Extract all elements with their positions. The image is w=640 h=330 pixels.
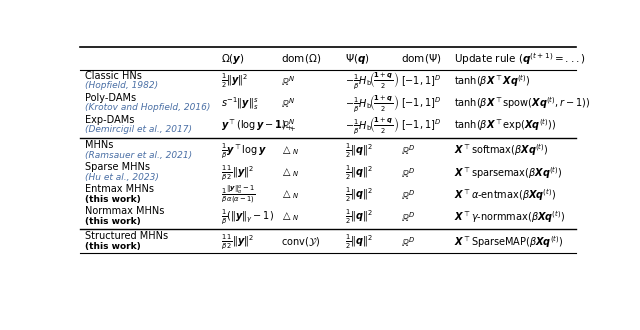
Text: $\boldsymbol{X}^\top\mathrm{softmax}(\beta\boldsymbol{X}\boldsymbol{q}^{(t)})$: $\boldsymbol{X}^\top\mathrm{softmax}(\be… <box>454 143 549 158</box>
Text: $\frac{1}{\beta}\frac{1}{2}\|\boldsymbol{y}\|^2$: $\frac{1}{\beta}\frac{1}{2}\|\boldsymbol… <box>221 163 254 182</box>
Text: $\Psi(\boldsymbol{q})$: $\Psi(\boldsymbol{q})$ <box>346 52 370 66</box>
Text: $\boldsymbol{X}^\top\alpha\text{-entmax}(\beta\boldsymbol{X}\boldsymbol{q}^{(t)}: $\boldsymbol{X}^\top\alpha\text{-entmax}… <box>454 187 557 203</box>
Text: Normmax MHNs: Normmax MHNs <box>85 206 164 216</box>
Text: $\mathbb{R}^N$: $\mathbb{R}^N$ <box>281 96 295 110</box>
Text: $-\frac{1}{\beta}H_{\mathrm{b}}\!\left(\frac{\mathbf{1}+\boldsymbol{q}}{2}\right: $-\frac{1}{\beta}H_{\mathrm{b}}\!\left(\… <box>346 115 399 136</box>
Text: $\frac{1}{\beta}\frac{\|\boldsymbol{y}\|_\alpha^\alpha-1}{\alpha(\alpha-1)}$: $\frac{1}{\beta}\frac{\|\boldsymbol{y}\|… <box>221 183 257 206</box>
Text: $[-1,1]^D$: $[-1,1]^D$ <box>401 117 442 133</box>
Text: $\boldsymbol{X}^\top\mathrm{SparseMAP}(\beta\boldsymbol{X}\boldsymbol{q}^{(t)})$: $\boldsymbol{X}^\top\mathrm{SparseMAP}(\… <box>454 234 564 250</box>
Text: $\mathbb{R}^D$: $\mathbb{R}^D$ <box>401 188 415 202</box>
Text: $s^{-1}\|\boldsymbol{y}\|_s^s$: $s^{-1}\|\boldsymbol{y}\|_s^s$ <box>221 95 259 112</box>
Text: $\boldsymbol{y}^\top(\log\boldsymbol{y}-\mathbf{1})_+$: $\boldsymbol{y}^\top(\log\boldsymbol{y}-… <box>221 118 294 133</box>
Text: $\boldsymbol{X}^\top\mathrm{sparsemax}(\beta\boldsymbol{X}\boldsymbol{q}^{(t)})$: $\boldsymbol{X}^\top\mathrm{sparsemax}(\… <box>454 165 563 181</box>
Text: $\mathrm{conv}(\mathcal{Y})$: $\mathrm{conv}(\mathcal{Y})$ <box>281 236 320 248</box>
Text: $\mathbb{R}_+^N$: $\mathbb{R}_+^N$ <box>281 117 296 134</box>
Text: $\tanh(\beta\boldsymbol{X}^\top\exp(\boldsymbol{X}\boldsymbol{q}^{(t)}))$: $\tanh(\beta\boldsymbol{X}^\top\exp(\bol… <box>454 117 557 133</box>
Text: $\boldsymbol{X}^\top\gamma\text{-normmax}(\beta\boldsymbol{X}\boldsymbol{q}^{(t): $\boldsymbol{X}^\top\gamma\text{-normmax… <box>454 209 566 225</box>
Text: (this work): (this work) <box>85 195 141 204</box>
Text: $\frac{1}{\beta}(\|\boldsymbol{y}\|_\gamma-1)$: $\frac{1}{\beta}(\|\boldsymbol{y}\|_\gam… <box>221 208 275 226</box>
Text: $\tanh(\beta\boldsymbol{X}^\top\boldsymbol{X}\boldsymbol{q}^{(t)})$: $\tanh(\beta\boldsymbol{X}^\top\boldsymb… <box>454 73 531 89</box>
Text: dom$(\Psi)$: dom$(\Psi)$ <box>401 52 442 65</box>
Text: (Ramsauer et al., 2021): (Ramsauer et al., 2021) <box>85 150 192 160</box>
Text: $\tanh(\beta\boldsymbol{X}^\top\mathrm{spow}(\boldsymbol{X}\boldsymbol{q}^{(t)},: $\tanh(\beta\boldsymbol{X}^\top\mathrm{s… <box>454 95 591 111</box>
Text: $\triangle_N$: $\triangle_N$ <box>281 144 299 157</box>
Text: Exp-DAMs: Exp-DAMs <box>85 115 134 125</box>
Text: Sparse MHNs: Sparse MHNs <box>85 162 150 172</box>
Text: $\frac{1}{2}\|\boldsymbol{q}\|^2$: $\frac{1}{2}\|\boldsymbol{q}\|^2$ <box>346 233 373 251</box>
Text: $\mathbb{R}^D$: $\mathbb{R}^D$ <box>401 210 415 224</box>
Text: (this work): (this work) <box>85 217 141 226</box>
Text: dom$(\Omega)$: dom$(\Omega)$ <box>281 52 321 65</box>
Text: $\frac{1}{2}\|\boldsymbol{q}\|^2$: $\frac{1}{2}\|\boldsymbol{q}\|^2$ <box>346 141 373 160</box>
Text: $\triangle_N$: $\triangle_N$ <box>281 166 299 179</box>
Text: (Demircigil et al., 2017): (Demircigil et al., 2017) <box>85 125 192 134</box>
Text: Update rule $(\boldsymbol{q}^{(t+1)}=...)$: Update rule $(\boldsymbol{q}^{(t+1)}=...… <box>454 51 586 67</box>
Text: Entmax MHNs: Entmax MHNs <box>85 184 154 194</box>
Text: $\triangle_N$: $\triangle_N$ <box>281 211 299 223</box>
Text: $\Omega(\boldsymbol{y})$: $\Omega(\boldsymbol{y})$ <box>221 52 245 66</box>
Text: $\frac{1}{2}\|\boldsymbol{q}\|^2$: $\frac{1}{2}\|\boldsymbol{q}\|^2$ <box>346 185 373 204</box>
Text: $[-1,1]^D$: $[-1,1]^D$ <box>401 95 442 111</box>
Text: $\triangle_N$: $\triangle_N$ <box>281 188 299 201</box>
Text: $\frac{1}{\beta}\boldsymbol{y}^\top\log\boldsymbol{y}$: $\frac{1}{\beta}\boldsymbol{y}^\top\log\… <box>221 141 268 160</box>
Text: $[-1,1]^D$: $[-1,1]^D$ <box>401 73 442 89</box>
Text: Classic HNs: Classic HNs <box>85 71 142 81</box>
Text: Structured MHNs: Structured MHNs <box>85 231 168 242</box>
Text: $\mathbb{R}^D$: $\mathbb{R}^D$ <box>401 166 415 180</box>
Text: (Hopfield, 1982): (Hopfield, 1982) <box>85 81 158 90</box>
Text: $\mathbb{R}^D$: $\mathbb{R}^D$ <box>401 144 415 157</box>
Text: $\frac{1}{2}\|\boldsymbol{y}\|^2$: $\frac{1}{2}\|\boldsymbol{y}\|^2$ <box>221 72 249 90</box>
Text: $\frac{1}{\beta}\frac{1}{2}\|\boldsymbol{y}\|^2$: $\frac{1}{\beta}\frac{1}{2}\|\boldsymbol… <box>221 233 254 251</box>
Text: (Hu et al., 2023): (Hu et al., 2023) <box>85 173 159 182</box>
Text: (Krotov and Hopfield, 2016): (Krotov and Hopfield, 2016) <box>85 103 211 112</box>
Text: $\mathbb{R}^D$: $\mathbb{R}^D$ <box>401 235 415 249</box>
Text: $\frac{1}{2}\|\boldsymbol{q}\|^2$: $\frac{1}{2}\|\boldsymbol{q}\|^2$ <box>346 163 373 182</box>
Text: $-\frac{1}{\beta}H_{\mathrm{b}}\!\left(\frac{\mathbf{1}+\boldsymbol{q}}{2}\right: $-\frac{1}{\beta}H_{\mathrm{b}}\!\left(\… <box>346 93 399 114</box>
Text: $\frac{1}{2}\|\boldsymbol{q}\|^2$: $\frac{1}{2}\|\boldsymbol{q}\|^2$ <box>346 208 373 226</box>
Text: (this work): (this work) <box>85 242 141 251</box>
Text: Poly-DAMs: Poly-DAMs <box>85 93 136 103</box>
Text: $\mathbb{R}^N$: $\mathbb{R}^N$ <box>281 74 295 88</box>
Text: $-\frac{1}{\beta}H_{\mathrm{b}}\!\left(\frac{\mathbf{1}+\boldsymbol{q}}{2}\right: $-\frac{1}{\beta}H_{\mathrm{b}}\!\left(\… <box>346 71 399 91</box>
Text: MHNs: MHNs <box>85 140 113 150</box>
